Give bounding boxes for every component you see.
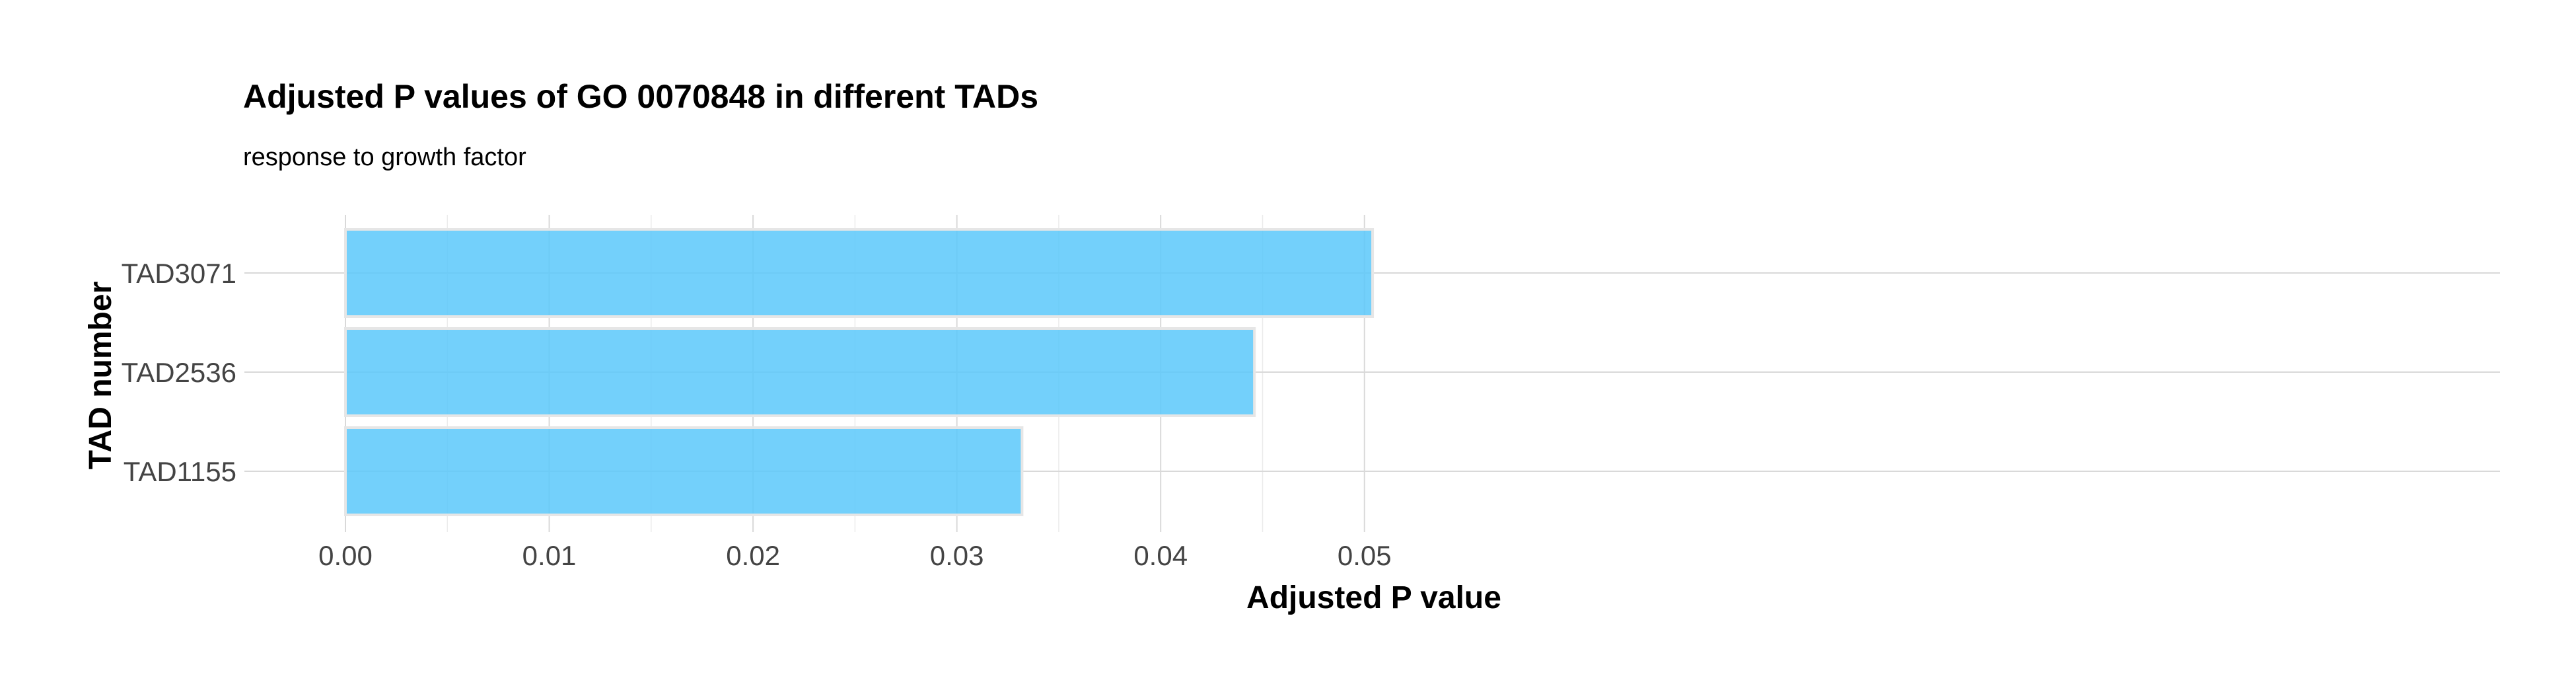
y-tick-labels: TAD3071 TAD2536 TAD1155 [122, 258, 236, 487]
y-axis-title: TAD number [83, 282, 118, 469]
x-tick-label: 0.03 [930, 540, 984, 571]
bar-tad1155 [344, 426, 1024, 516]
x-tick-label: 0.02 [726, 540, 780, 571]
x-tick-label: 0.05 [1338, 540, 1392, 571]
x-tick-label: 0.01 [522, 540, 577, 571]
x-tick-label: 0.00 [318, 540, 373, 571]
bar-tad3071 [344, 228, 1375, 318]
bar-tad2536 [344, 327, 1256, 417]
x-tick-label: 0.04 [1133, 540, 1188, 571]
chart-subtitle: response to growth factor [243, 143, 526, 171]
chart-title: Adjusted P values of GO 0070848 in diffe… [243, 78, 1038, 115]
y-tick-label: TAD1155 [124, 456, 236, 487]
y-tick-label: TAD2536 [122, 357, 236, 388]
x-axis-title: Adjusted P value [1246, 580, 1501, 615]
y-tick-label: TAD3071 [122, 258, 236, 289]
x-tick-labels: 0.00 0.01 0.02 0.03 0.04 0.05 [318, 540, 1392, 571]
bars [344, 228, 1375, 516]
